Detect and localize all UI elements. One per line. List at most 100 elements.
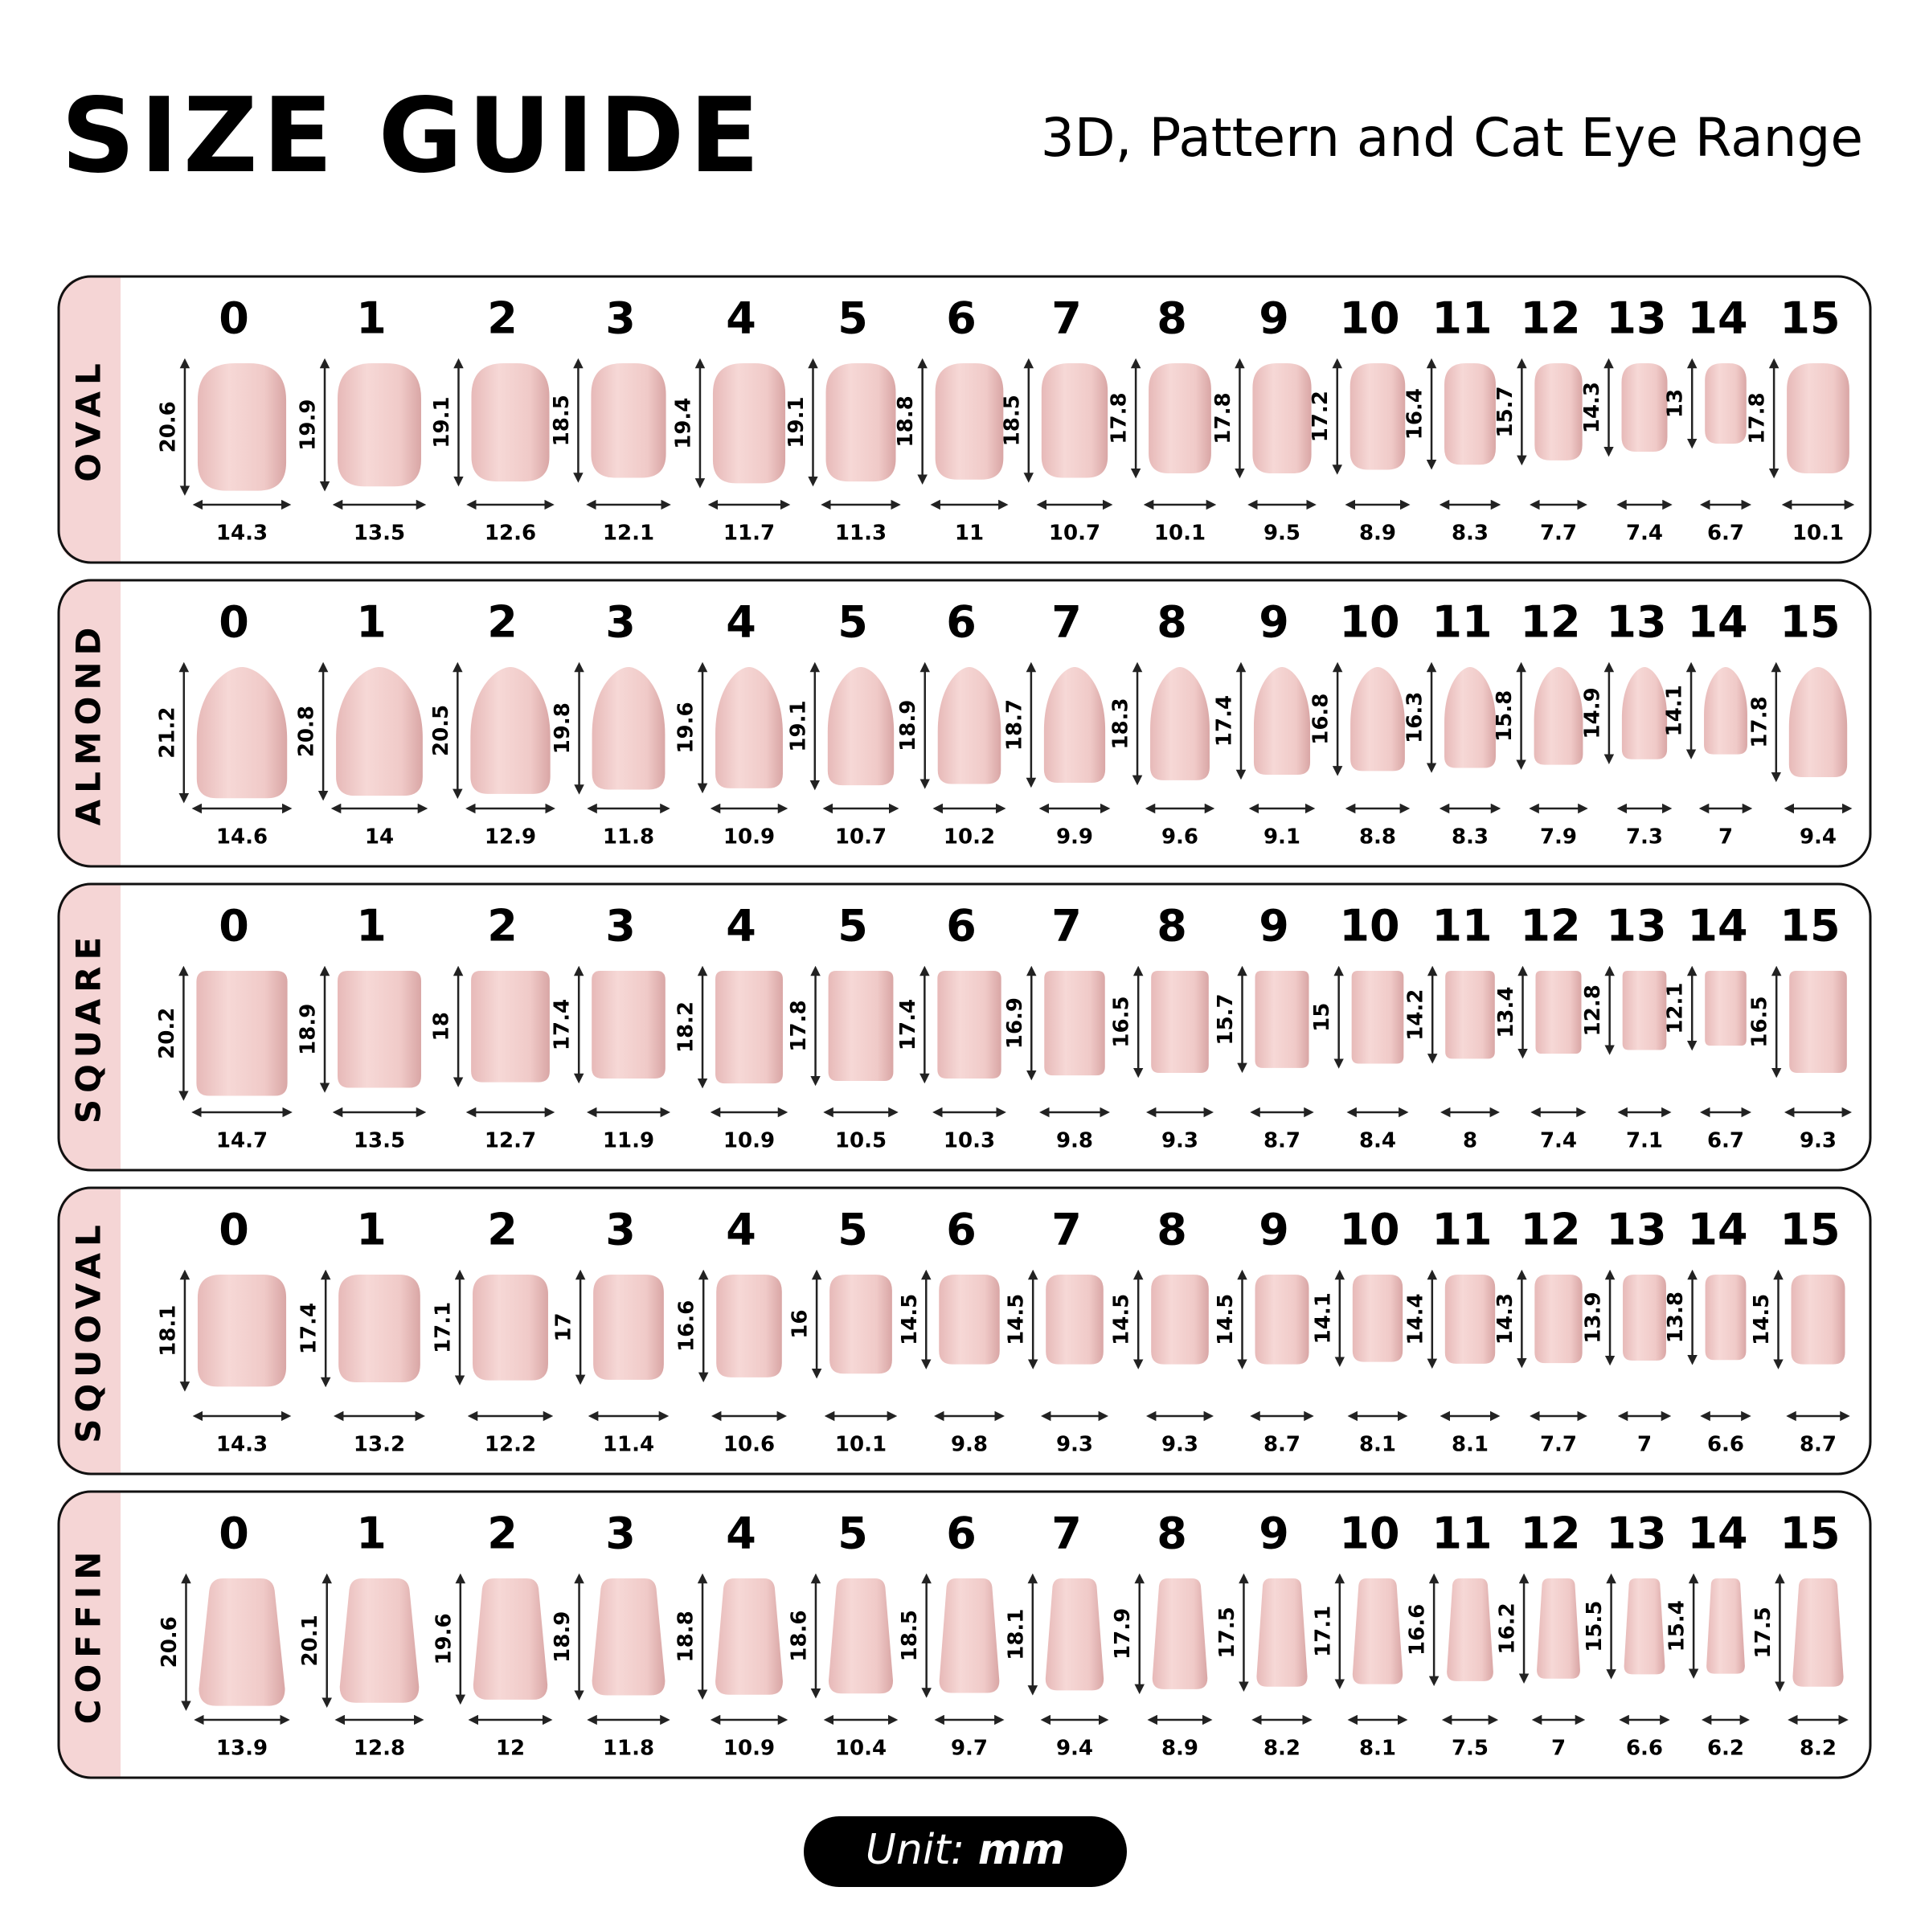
size-label: 5 <box>838 293 868 344</box>
nail <box>1534 667 1583 765</box>
size-label: 0 <box>219 1508 249 1559</box>
nail <box>829 1275 892 1374</box>
unit-label: Unit: <box>866 1826 964 1874</box>
width-label: 7.7 <box>1540 1433 1577 1457</box>
length-label: 19.8 <box>551 702 575 754</box>
size-label: 1 <box>356 1508 387 1559</box>
width-label: 10.9 <box>723 1737 775 1761</box>
size-label: 7 <box>1051 597 1082 648</box>
length-label: 17.9 <box>1111 1608 1135 1660</box>
width-label: 8.9 <box>1161 1737 1198 1761</box>
width-label: 10.6 <box>723 1433 775 1457</box>
width-label: 12.8 <box>354 1737 405 1761</box>
nail <box>1151 971 1209 1074</box>
shape-panel: COFFIN 0 20.6 13.9 1 20.1 12.8 2 19.6 12 3 18.9 11.8… <box>57 1490 1872 1779</box>
length-label: 14.5 <box>1005 1294 1029 1345</box>
nail <box>473 1275 548 1381</box>
size-label: 2 <box>487 901 518 952</box>
length-label: 13 <box>1664 389 1688 418</box>
nail <box>1787 363 1849 474</box>
width-label: 12 <box>496 1737 525 1761</box>
nail <box>593 1275 664 1380</box>
width-label: 8.1 <box>1359 1737 1396 1761</box>
unit-value: mm <box>978 1826 1065 1874</box>
width-label: 14.3 <box>216 522 268 546</box>
length-label: 17.8 <box>1211 392 1235 444</box>
length-label: 17.1 <box>1311 1606 1335 1657</box>
width-label: 8.1 <box>1452 1433 1489 1457</box>
nail <box>1624 1578 1665 1675</box>
nail <box>828 971 894 1082</box>
panel-border <box>57 1490 1872 1779</box>
size-label: 7 <box>1051 901 1082 952</box>
nail <box>827 667 895 786</box>
nail <box>338 971 421 1088</box>
size-label: 9 <box>1259 1508 1289 1559</box>
nail <box>473 1578 548 1700</box>
width-label: 12.9 <box>485 825 536 849</box>
length-label: 19.1 <box>430 396 454 448</box>
width-label: 13.5 <box>354 522 405 546</box>
width-label: 12.1 <box>603 522 654 546</box>
nail <box>1788 667 1848 778</box>
nail <box>592 971 666 1079</box>
length-label: 18.8 <box>674 1611 698 1662</box>
width-label: 9.7 <box>951 1737 988 1761</box>
size-label: 15 <box>1780 1205 1840 1255</box>
size-label: 10 <box>1339 597 1399 648</box>
length-label: 15.7 <box>1493 386 1517 437</box>
width-label: 7.7 <box>1540 522 1577 546</box>
width-label: 12.6 <box>485 522 536 546</box>
width-label: 7 <box>1718 825 1733 849</box>
width-label: 10.9 <box>723 825 775 849</box>
length-label: 16.4 <box>1403 388 1427 440</box>
length-label: 14.9 <box>1580 687 1604 739</box>
width-label: 8.8 <box>1359 825 1396 849</box>
length-label: 15.5 <box>1583 1601 1607 1652</box>
nail <box>1621 363 1668 452</box>
length-label: 18.5 <box>1000 395 1024 446</box>
nail <box>1444 363 1496 465</box>
nail <box>1704 667 1747 755</box>
size-label: 5 <box>838 901 868 952</box>
size-label: 5 <box>838 597 868 648</box>
width-label: 8.7 <box>1263 1433 1300 1457</box>
nail <box>1044 971 1105 1076</box>
length-label: 18.3 <box>1109 698 1133 749</box>
size-label: 14 <box>1687 1508 1747 1559</box>
length-label: 16.8 <box>1309 694 1333 745</box>
size-label: 3 <box>605 1205 636 1255</box>
size-label: 3 <box>605 1508 636 1559</box>
length-label: 17.8 <box>1747 696 1771 747</box>
length-label: 15.7 <box>1214 993 1238 1045</box>
size-label: 15 <box>1780 293 1840 344</box>
nail <box>1535 971 1582 1054</box>
length-label: 20.8 <box>295 706 319 757</box>
size-label: 6 <box>946 1205 977 1255</box>
nail <box>1623 1275 1666 1361</box>
nail <box>196 971 288 1096</box>
width-label: 9.8 <box>1056 1129 1093 1153</box>
size-label: 3 <box>605 597 636 648</box>
nail <box>715 971 783 1084</box>
length-label: 20.1 <box>298 1615 322 1666</box>
width-label: 8.2 <box>1800 1737 1837 1761</box>
nail <box>1705 363 1747 444</box>
nail <box>937 971 1001 1079</box>
size-label: 12 <box>1520 1508 1580 1559</box>
nail <box>1043 667 1106 783</box>
nail <box>1046 1275 1104 1365</box>
width-label: 8.7 <box>1800 1433 1837 1457</box>
length-label: 16.3 <box>1403 692 1427 743</box>
nail <box>1444 667 1496 768</box>
length-label: 13.4 <box>1494 987 1518 1038</box>
width-label: 7.1 <box>1626 1129 1663 1153</box>
nail <box>591 363 666 478</box>
width-label: 6.6 <box>1707 1433 1744 1457</box>
nail <box>199 1578 285 1706</box>
shape-name: ALMOND <box>69 621 109 826</box>
nail <box>196 667 288 799</box>
length-label: 14.1 <box>1663 685 1687 736</box>
length-label: 14.4 <box>1403 1293 1427 1345</box>
